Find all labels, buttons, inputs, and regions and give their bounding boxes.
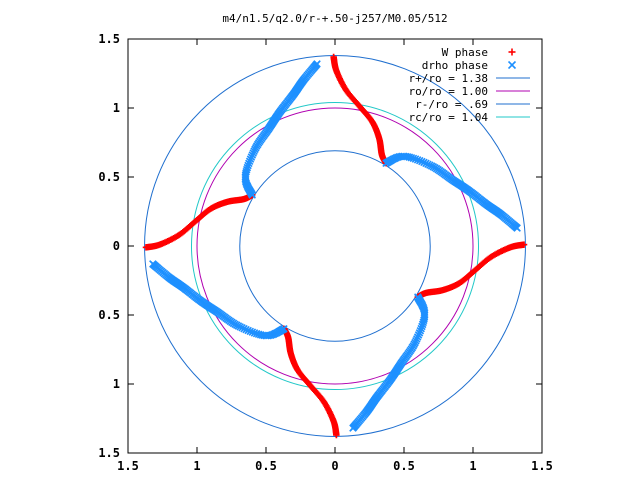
data-point [252, 329, 261, 338]
legend-marker [508, 48, 516, 56]
data-point [416, 326, 425, 335]
data-point [415, 156, 424, 165]
data-point [245, 157, 254, 166]
y-tick-label: 1 [113, 101, 120, 115]
data-point [254, 330, 263, 339]
series-drho-phase [149, 60, 521, 432]
data-point [248, 328, 257, 336]
x-tick-label: 0.5 [393, 459, 415, 473]
data-point [246, 327, 255, 336]
y-tick-label: 1.5 [98, 32, 120, 46]
circle-r1_04 [190, 101, 480, 391]
data-point [418, 320, 427, 329]
reference-circles [144, 55, 526, 437]
data-point [407, 153, 416, 162]
data-point [418, 157, 426, 166]
chart-title: m4/n1.5/q2.0/r-+.50-j257/M0.05/512 [222, 12, 447, 25]
legend-label: ro/ro = 1.00 [409, 85, 488, 98]
data-point [244, 326, 252, 335]
data-point [149, 260, 157, 268]
y-tick-label: 1 [113, 377, 120, 391]
x-tick-label: 1 [469, 459, 476, 473]
y-tick-label: 0.5 [98, 308, 120, 322]
data-point [513, 224, 521, 232]
circle-r1_38 [144, 55, 526, 437]
data-point [244, 161, 252, 170]
legend-label: r-/ro = .69 [415, 98, 488, 111]
circle-r0_69 [239, 150, 431, 342]
legend-label: W phase [442, 46, 488, 59]
x-tick-label: 0 [331, 459, 338, 473]
data-point [411, 155, 420, 163]
series-w-phase [142, 53, 528, 439]
y-tick-label: 0 [113, 239, 120, 253]
y-tick-label: 1.5 [98, 446, 120, 460]
y-tick-label: 0.5 [98, 170, 120, 184]
data-point [245, 159, 253, 168]
data-point [417, 324, 425, 333]
x-tick-label: 0.5 [255, 459, 277, 473]
legend-label: r+/ro = 1.38 [409, 72, 488, 85]
x-tick-label: 1.5 [117, 459, 139, 473]
data-point [246, 155, 255, 163]
data-point [242, 165, 251, 174]
x-tick-label: 1.5 [531, 459, 553, 473]
data-point [413, 156, 422, 164]
data-point [250, 329, 259, 337]
x-tick-label: 1 [193, 459, 200, 473]
data-point [313, 60, 321, 68]
data-series [142, 53, 528, 439]
data-point [349, 424, 357, 432]
axis-ticks: 1.5 1 0.5 0 0.5 1 1.51.510.500.511.5 [98, 32, 553, 473]
data-point [243, 163, 252, 172]
data-point [419, 318, 428, 327]
data-point [415, 329, 424, 337]
data-point [409, 154, 418, 163]
circle-r1 [196, 107, 474, 385]
legend-label: rc/ro = 1.04 [409, 111, 489, 124]
data-point [418, 322, 426, 331]
legend-marker [507, 60, 517, 70]
legend-label: drho phase [422, 59, 488, 72]
